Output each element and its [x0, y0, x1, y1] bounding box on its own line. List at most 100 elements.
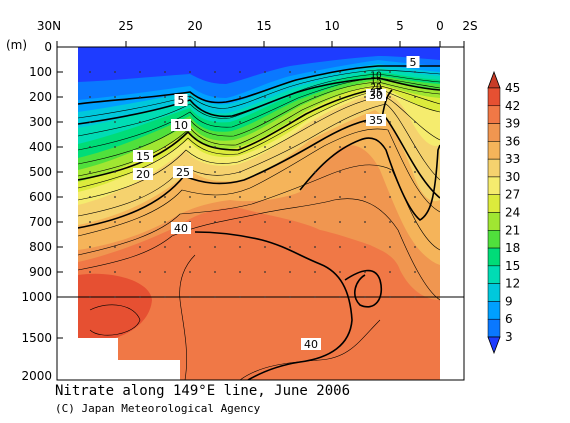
contour-label-bg	[171, 222, 191, 234]
x-tick-label: 5	[396, 19, 404, 33]
contour-label-bg	[301, 338, 321, 350]
y-tick-label: 2000	[21, 369, 52, 383]
sample-dot	[289, 146, 291, 148]
y-tick-label: 1000	[21, 290, 52, 304]
sample-dot	[114, 296, 116, 298]
sample-dot	[264, 246, 266, 248]
sample-dot	[114, 171, 116, 173]
sample-dot	[314, 71, 316, 73]
sample-dot	[89, 221, 91, 223]
plot-frame	[56, 46, 465, 381]
colorbar-swatch	[487, 176, 501, 195]
sample-dot	[339, 221, 341, 223]
colorbar-tick-label: 27	[505, 188, 520, 202]
sample-dot	[289, 121, 291, 123]
colorbar-tick-label: 24	[505, 206, 520, 220]
contour-label-bg	[174, 94, 188, 106]
y-tick-label: 400	[29, 140, 52, 154]
sample-dot	[264, 196, 266, 198]
contour-label: 5	[410, 56, 417, 69]
sample-dot	[264, 96, 266, 98]
sample-dot	[189, 246, 191, 248]
chart-credit: (C) Japan Meteorological Agency	[55, 402, 261, 415]
sample-dot	[89, 296, 91, 298]
sample-dot	[364, 121, 366, 123]
contour-label-bg	[173, 166, 193, 178]
contour-label-bg	[366, 114, 386, 126]
colorbar-swatch	[487, 87, 501, 107]
contour-label-bg	[406, 56, 420, 68]
contour-label: 40	[174, 222, 188, 235]
sample-dot	[339, 196, 341, 198]
sample-dot	[289, 96, 291, 98]
sample-dot	[364, 246, 366, 248]
sample-dot	[164, 71, 166, 73]
sample-dot	[239, 121, 241, 123]
sample-dot	[389, 171, 391, 173]
colorbar-tick-label: 12	[505, 277, 520, 291]
sample-dot	[314, 96, 316, 98]
y-tick-label: 1500	[21, 331, 52, 345]
y-tick-label: 800	[29, 240, 52, 254]
sample-dot	[339, 271, 341, 273]
y-axis: 0 100 200 300 400 500 600 700 800 900 1000 1500 2000	[21, 40, 63, 383]
sample-dot	[164, 96, 166, 98]
sample-dot	[289, 171, 291, 173]
y-tick-label: 900	[29, 265, 52, 279]
sample-dot	[139, 246, 141, 248]
x-tick-label: 10	[324, 19, 339, 33]
sample-dot	[114, 271, 116, 273]
high-nitrate-patch	[78, 273, 152, 343]
sample-dot	[414, 171, 416, 173]
sample-dot	[89, 271, 91, 273]
sample-dot	[364, 196, 366, 198]
thick-contours	[78, 65, 440, 380]
sample-dot	[389, 121, 391, 123]
sample-dot	[189, 271, 191, 273]
sample-dot	[264, 71, 266, 73]
sample-dot	[364, 96, 366, 98]
colorbar-top-arrow	[487, 70, 501, 89]
sample-dot	[414, 196, 416, 198]
colorbar-swatch	[487, 301, 501, 320]
sample-dot	[389, 221, 391, 223]
sample-dot	[139, 196, 141, 198]
colorbar-tick-label: 45	[505, 81, 520, 95]
colorbar-swatch	[487, 318, 501, 338]
contour-40	[194, 231, 382, 380]
contour-30	[78, 89, 440, 229]
colorbar-tick-label: 6	[505, 312, 513, 326]
colorbar-swatch	[487, 105, 501, 124]
sample-dot	[89, 196, 91, 198]
sample-dot	[189, 196, 191, 198]
contour-label-bg	[366, 89, 386, 101]
sample-dot	[314, 246, 316, 248]
sample-dot	[239, 171, 241, 173]
x-tick-label: 20	[187, 19, 202, 33]
contour-10	[78, 77, 440, 125]
sample-dot	[314, 196, 316, 198]
sample-dot	[389, 296, 391, 298]
contour-label-bg	[133, 168, 153, 180]
colorbar-swatch	[487, 158, 501, 178]
sample-dot	[264, 121, 266, 123]
sample-dot	[239, 196, 241, 198]
chart-title: Nitrate along 149°E line, June 2006	[55, 383, 351, 399]
sample-dot	[314, 121, 316, 123]
sample-dot	[364, 271, 366, 273]
x-tick-label: 15	[256, 19, 271, 33]
sample-dot	[114, 71, 116, 73]
surface-contour-label: 20	[370, 83, 382, 93]
sample-dot	[339, 71, 341, 73]
sample-dot	[164, 196, 166, 198]
sample-dot	[314, 146, 316, 148]
color-bands	[78, 47, 440, 380]
sample-dot	[339, 296, 341, 298]
sample-dot	[139, 271, 141, 273]
y-unit-label: (m)	[6, 38, 27, 52]
sample-dot	[89, 71, 91, 73]
colorbar-swatch	[487, 194, 501, 213]
sample-dot	[114, 196, 116, 198]
